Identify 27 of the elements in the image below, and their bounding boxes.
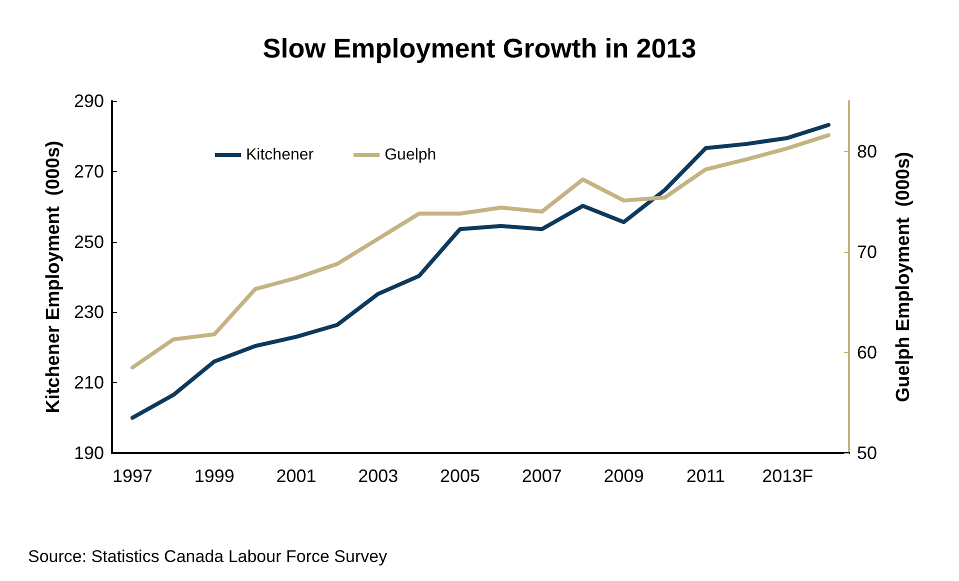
y-tick-label: 290 <box>74 91 104 111</box>
x-tick-label: 2001 <box>276 466 316 486</box>
x-tick-label: 1999 <box>194 466 234 486</box>
chart-title: Slow Employment Growth in 2013 <box>262 34 696 64</box>
y-tick-label: 190 <box>74 443 104 463</box>
x-tick-label: 2007 <box>522 466 562 486</box>
line-series <box>130 133 831 370</box>
x-tick-label: 2009 <box>604 466 644 486</box>
x-tick-label: 2005 <box>440 466 480 486</box>
x-tick-label: 2013F <box>762 466 814 486</box>
x-tick-label: 2003 <box>358 466 398 486</box>
y2-tick-label: 50 <box>857 443 878 463</box>
y-axis-title: Kitchener Employment (000s) <box>43 140 64 414</box>
y2-axis-title: Guelph Employment (000s) <box>893 152 914 402</box>
y2-tick-label: 80 <box>857 141 878 162</box>
y-tick-label: 210 <box>74 372 104 393</box>
x-tick-label: 1997 <box>112 466 152 486</box>
legend-label: Guelph <box>384 146 436 164</box>
x-tick-label: 2011 <box>686 466 726 486</box>
y2-tick-label: 70 <box>857 242 878 262</box>
line-series <box>130 122 831 420</box>
y-tick-label: 270 <box>74 161 104 182</box>
y-tick-label: 250 <box>74 232 104 252</box>
y-tick-label: 230 <box>74 302 104 322</box>
legend-label: Kitchener <box>246 146 314 164</box>
y2-tick-label: 60 <box>857 342 878 362</box>
source-note: Source: Statistics Canada Labour Force Survey <box>28 547 388 566</box>
